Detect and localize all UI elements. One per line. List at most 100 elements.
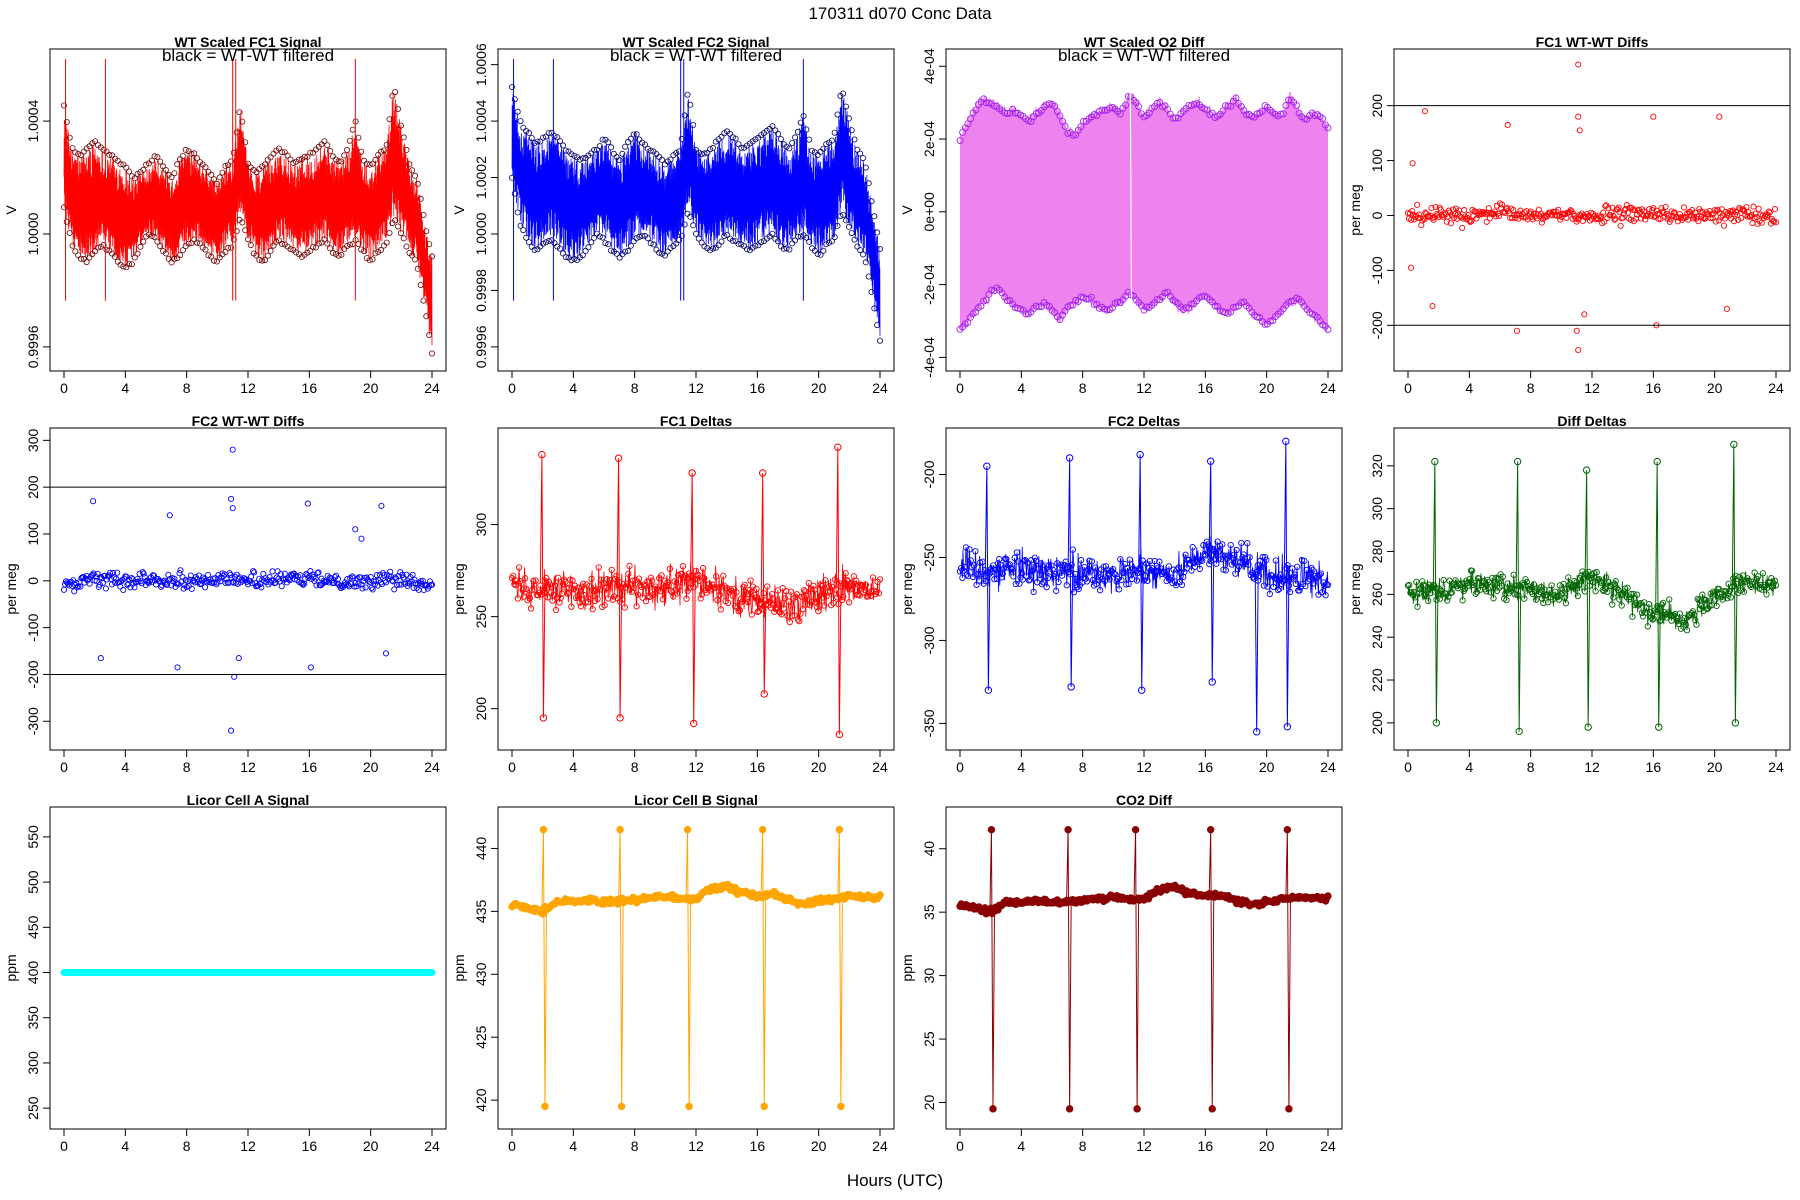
- p10-xtick-label: 20: [811, 1138, 827, 1154]
- p6-point: [868, 587, 875, 595]
- p7-point: [1296, 587, 1303, 594]
- p10-spike: [685, 829, 692, 1107]
- p6-spike: [690, 472, 696, 724]
- p3-point: [1056, 112, 1064, 120]
- p3-note: black = WT-WT filtered: [1058, 46, 1230, 65]
- p5-outlier: [382, 650, 390, 657]
- p8-point: [1560, 580, 1567, 588]
- p1-point: [244, 160, 251, 167]
- p7-spike: [1283, 441, 1290, 727]
- p6-point: [831, 576, 839, 583]
- p1-point: [162, 250, 169, 257]
- p6-point: [577, 603, 585, 610]
- p8-point: [1722, 588, 1730, 595]
- p1-point: [259, 257, 266, 264]
- p10-title: Licor Cell B Signal: [634, 792, 758, 808]
- p8-point: [1479, 579, 1486, 587]
- p1-point: [329, 249, 336, 256]
- p4-point: [1712, 218, 1719, 225]
- p1-point: [78, 255, 85, 262]
- p6-point: [711, 584, 719, 591]
- p7-point: [1274, 586, 1282, 594]
- p2-point: [557, 245, 564, 252]
- p6-point: [571, 582, 579, 589]
- p11-xtick-label: 20: [1259, 1138, 1275, 1154]
- p1-point: [392, 217, 399, 224]
- p7-point: [1127, 572, 1135, 579]
- p6-point: [644, 578, 651, 585]
- p4-point: [1772, 219, 1780, 226]
- p8-spike-top: [1513, 457, 1522, 466]
- p6-point: [526, 595, 533, 602]
- p7-point: [962, 544, 970, 551]
- p7-point: [1188, 567, 1195, 574]
- panel-p4: 0 4 8 12 16 20 24 -200 -100 0 100 200 FC1 WT-WT Diff…: [1347, 34, 1791, 396]
- p8-xtick-label: 12: [1584, 759, 1600, 775]
- p6-point: [610, 593, 618, 600]
- p1-point: [177, 252, 184, 259]
- p7-point: [1156, 558, 1163, 565]
- p3-point: [1069, 131, 1077, 139]
- p7-point: [1120, 570, 1127, 577]
- p7-point: [1273, 576, 1281, 583]
- p8-spike-top: [1653, 457, 1661, 466]
- p1-point: [244, 236, 251, 243]
- p7-point: [1053, 587, 1060, 594]
- p4-point: [1602, 203, 1609, 210]
- p11-spike-bottom: [1133, 1105, 1141, 1113]
- p6-point: [527, 605, 535, 612]
- p4-point: [1416, 211, 1423, 218]
- p7-point: [1077, 557, 1085, 564]
- p1-point: [92, 138, 99, 145]
- p7-point: [1324, 581, 1332, 589]
- p2-point: [848, 230, 855, 237]
- p2-point: [721, 233, 728, 240]
- p7-point: [1266, 590, 1273, 598]
- p1-point: [386, 116, 393, 123]
- p6-ytick-label: 250: [473, 605, 489, 629]
- p1-point: [210, 257, 217, 264]
- p2-xtick-label: 16: [750, 380, 766, 396]
- p6-ylabel: per meg: [451, 563, 467, 614]
- p6-ytick-label: 200: [473, 697, 489, 721]
- p1-point: [162, 166, 169, 173]
- p2-point: [608, 247, 615, 254]
- p4-point: [1586, 217, 1594, 224]
- p6-point: [752, 594, 759, 601]
- p6-point: [805, 579, 812, 587]
- p5-point: [284, 575, 291, 582]
- p1-point: [233, 129, 240, 136]
- p5-outlier: [304, 500, 311, 507]
- p8-point: [1568, 583, 1575, 591]
- p1-point: [383, 141, 390, 148]
- p8-point: [1727, 594, 1735, 601]
- p8-point: [1593, 569, 1600, 576]
- p8-point: [1530, 581, 1537, 588]
- p4-point: [1538, 219, 1545, 226]
- p6-point: [529, 586, 536, 594]
- p6-point: [557, 594, 564, 602]
- p5-point: [97, 574, 104, 581]
- p6-xtick-label: 4: [569, 759, 577, 775]
- p6-ytick-label: 300: [473, 513, 489, 537]
- p8-point: [1480, 578, 1488, 585]
- p1-plot-area: [61, 59, 435, 357]
- p8-point: [1739, 572, 1746, 579]
- p6-point: [783, 588, 790, 595]
- p7-point: [1251, 575, 1258, 582]
- p5-point: [371, 581, 378, 588]
- p8-point: [1572, 582, 1579, 589]
- p8-point: [1706, 602, 1713, 609]
- p3-point: [1090, 301, 1098, 309]
- p2-point: [823, 140, 830, 147]
- p7-point: [1197, 556, 1205, 563]
- p3-point: [1224, 102, 1232, 110]
- p6-point: [647, 574, 655, 581]
- p2-point: [520, 124, 527, 131]
- p5-outlier: [174, 664, 181, 671]
- p8-point: [1562, 600, 1570, 607]
- p1-point: [202, 164, 209, 171]
- p7-point: [1231, 551, 1238, 558]
- p1-xtick-label: 0: [60, 380, 68, 396]
- p1-point: [151, 153, 158, 160]
